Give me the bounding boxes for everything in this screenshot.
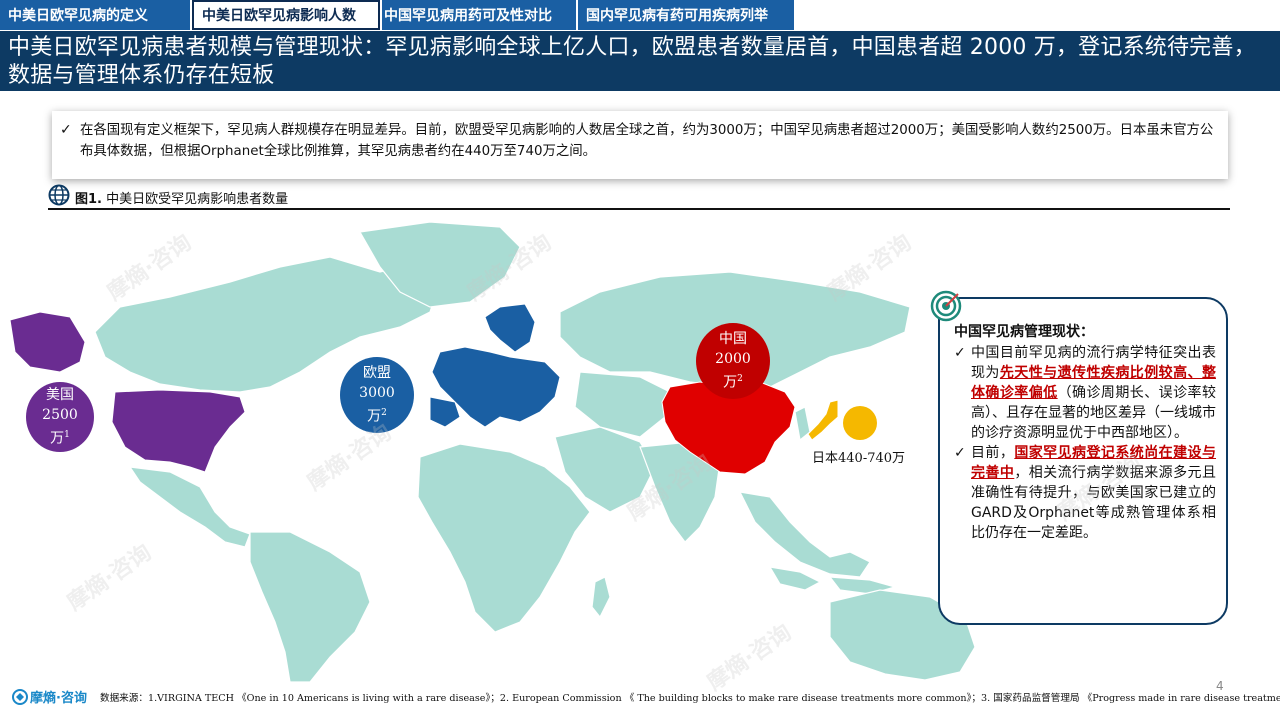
target-icon	[930, 290, 962, 322]
eu-name: 欧盟	[363, 365, 391, 382]
panel-title: 中国罕见病管理现状：	[954, 324, 1094, 340]
panel-item-epidemiology: ✓ 中国目前罕见病的流行病学特征突出表现为先天性与遗传性疾病比例较高、整体确诊率…	[954, 343, 1216, 443]
tab-drug-accessibility[interactable]: 中国罕见病用药可及性对比	[382, 0, 576, 30]
page-title: 中美日欧罕见病患者规模与管理现状：罕见病影响全球上亿人口，欧盟患者数量居首，中国…	[0, 31, 1280, 91]
world-map	[9, 221, 976, 682]
usa-count-bubble: 美国 2500 万1	[26, 382, 94, 452]
summary-box: ✓ 在各国现有定义框架下，罕见病人群规模存在明显差异。目前，欧盟受罕见病影响的人…	[52, 111, 1228, 179]
map-eu	[429, 303, 561, 428]
check-icon: ✓	[954, 445, 966, 461]
eu-value: 3000	[359, 385, 395, 402]
japan-dot	[843, 406, 877, 440]
footer-logo-text: 摩熵·咨询	[30, 691, 87, 706]
tab-available-drugs[interactable]: 国内罕见病有药可用疾病列举	[578, 0, 794, 30]
panel-item2-highlight: 国家罕见病登记系统尚在建设与完善中	[971, 445, 1216, 481]
panel-item1-text: 中国目前罕见病的流行病学特征突出表现为	[971, 345, 1216, 381]
usa-name: 美国	[46, 387, 74, 404]
china-name: 中国	[719, 331, 747, 348]
japan-label: 日本440-740万	[812, 451, 906, 466]
china-unit-wrap: 万2	[723, 369, 743, 393]
caption-divider	[48, 208, 1230, 210]
map-usa	[9, 311, 246, 473]
china-value: 2000	[715, 351, 751, 368]
page-number: 4	[1216, 679, 1224, 693]
check-icon: ✓	[60, 122, 72, 138]
panel-item2-text: 目前，	[971, 445, 1015, 461]
footer-logo: 摩熵·咨询	[12, 687, 87, 706]
summary-text: 在各国现有定义框架下，罕见病人群规模存在明显差异。目前，欧盟受罕见病影响的人数居…	[80, 123, 1214, 159]
footer-source: 数据来源：1.VIRGINA TECH 《One in 10 Americans…	[100, 693, 1280, 704]
usa-unit: 万	[50, 430, 65, 447]
map-land	[94, 221, 976, 682]
tab-affected-population[interactable]: 中美日欧罕见病影响人数	[192, 0, 380, 30]
tab-bar: 中美日欧罕见病的定义 中美日欧罕见病影响人数 中国罕见病用药可及性对比 国内罕见…	[0, 0, 794, 30]
eu-count-bubble: 欧盟 3000 万2	[340, 357, 414, 433]
china-unit: 万	[723, 374, 738, 391]
china-count-bubble: 中国 2000 万2	[696, 323, 770, 399]
usa-unit-wrap: 万1	[50, 425, 70, 449]
panel-item1-highlight: 先天性与遗传性疾病比例较高、整体确诊率偏低	[971, 365, 1216, 401]
tab-definition[interactable]: 中美日欧罕见病的定义	[0, 0, 190, 30]
globe-icon	[48, 184, 70, 206]
china-ref: 2	[737, 374, 743, 385]
eu-ref: 2	[381, 408, 387, 419]
panel-item2-tail: ，相关流行病学数据来源多元且准确性有待提升，与欧美国家已建立的GARD及Orph…	[971, 465, 1216, 541]
panel-item1-tail: （确诊周期长、误诊率较高）、且存在显著的地区差异（一线城市的诊疗资源明显优于中西…	[971, 385, 1216, 441]
figure-prefix: 图1.	[75, 192, 102, 207]
china-management-panel: 中国罕见病管理现状： ✓ 中国目前罕见病的流行病学特征突出表现为先天性与遗传性疾…	[938, 297, 1228, 625]
figure-caption: 图1. 中美日欧受罕见病影响患者数量	[75, 188, 288, 207]
map-japan	[807, 399, 839, 441]
panel-item-registry: ✓ 目前，国家罕见病登记系统尚在建设与完善中，相关流行病学数据来源多元且准确性有…	[954, 443, 1216, 543]
logo-icon	[12, 688, 28, 705]
check-icon: ✓	[954, 345, 966, 361]
eu-unit: 万	[367, 408, 382, 425]
eu-unit-wrap: 万2	[367, 403, 387, 427]
usa-value: 2500	[42, 407, 78, 424]
figure-caption-text: 中美日欧受罕见病影响患者数量	[106, 192, 289, 207]
usa-ref: 1	[64, 430, 70, 441]
